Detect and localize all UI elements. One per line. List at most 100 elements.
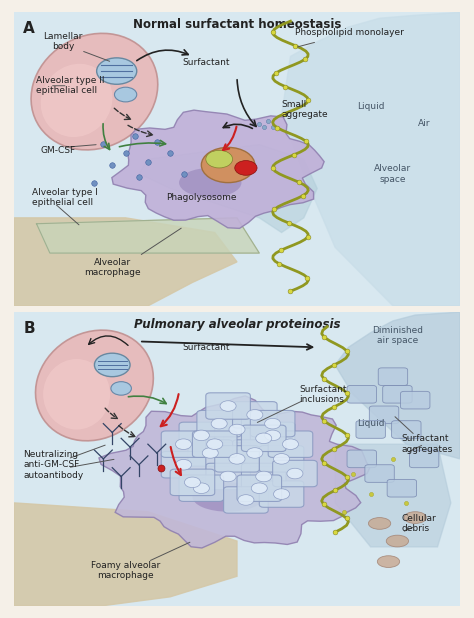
Text: Normal surfactant homeostasis: Normal surfactant homeostasis xyxy=(133,18,341,32)
Text: B: B xyxy=(23,321,35,336)
FancyBboxPatch shape xyxy=(233,440,277,466)
Circle shape xyxy=(235,161,257,176)
Circle shape xyxy=(184,477,201,488)
Text: Alveolar type I
epithelial cell: Alveolar type I epithelial cell xyxy=(32,188,98,207)
Circle shape xyxy=(111,382,131,395)
Circle shape xyxy=(206,150,233,168)
FancyBboxPatch shape xyxy=(215,446,259,472)
FancyBboxPatch shape xyxy=(347,450,376,468)
FancyBboxPatch shape xyxy=(192,431,237,457)
Text: Pulmonary alveolar proteinosis: Pulmonary alveolar proteinosis xyxy=(134,318,340,331)
Ellipse shape xyxy=(179,168,241,197)
Text: Phospholipid monolayer: Phospholipid monolayer xyxy=(295,28,404,38)
Circle shape xyxy=(211,418,227,429)
Ellipse shape xyxy=(404,512,426,523)
Circle shape xyxy=(255,433,272,444)
Circle shape xyxy=(201,148,255,183)
Polygon shape xyxy=(139,145,317,232)
Circle shape xyxy=(114,87,137,102)
Polygon shape xyxy=(112,110,324,229)
Text: Cellular
debris: Cellular debris xyxy=(402,514,437,533)
FancyBboxPatch shape xyxy=(170,469,215,496)
Polygon shape xyxy=(282,12,460,306)
Text: Diminished
air space: Diminished air space xyxy=(372,326,423,345)
FancyBboxPatch shape xyxy=(206,464,250,489)
FancyBboxPatch shape xyxy=(241,425,286,452)
Circle shape xyxy=(247,410,263,420)
Ellipse shape xyxy=(31,33,158,150)
Text: Alveolar type II
epithelial cell: Alveolar type II epithelial cell xyxy=(36,76,105,95)
FancyBboxPatch shape xyxy=(161,431,206,457)
Polygon shape xyxy=(99,396,370,548)
FancyBboxPatch shape xyxy=(206,393,250,419)
Circle shape xyxy=(255,471,272,482)
Text: A: A xyxy=(23,21,35,36)
FancyBboxPatch shape xyxy=(259,446,304,472)
Polygon shape xyxy=(335,444,451,547)
FancyBboxPatch shape xyxy=(387,480,417,497)
FancyBboxPatch shape xyxy=(356,421,385,438)
Circle shape xyxy=(273,489,290,499)
FancyBboxPatch shape xyxy=(383,386,412,403)
Circle shape xyxy=(220,400,236,412)
Circle shape xyxy=(97,58,137,84)
FancyBboxPatch shape xyxy=(369,406,399,424)
Text: Neutralizing
anti-GM-CSF
autoantibody: Neutralizing anti-GM-CSF autoantibody xyxy=(23,450,83,480)
Text: Surfactant
inclusions: Surfactant inclusions xyxy=(300,384,347,404)
FancyBboxPatch shape xyxy=(347,386,376,403)
FancyBboxPatch shape xyxy=(197,410,241,437)
FancyBboxPatch shape xyxy=(250,422,295,449)
Text: Surfactant
aggregates: Surfactant aggregates xyxy=(402,434,453,454)
FancyBboxPatch shape xyxy=(14,12,460,306)
FancyBboxPatch shape xyxy=(179,475,224,501)
Circle shape xyxy=(220,471,236,482)
Circle shape xyxy=(287,468,303,479)
Text: Liquid: Liquid xyxy=(357,102,384,111)
FancyBboxPatch shape xyxy=(250,410,295,437)
FancyBboxPatch shape xyxy=(365,465,394,482)
Circle shape xyxy=(207,439,223,449)
Ellipse shape xyxy=(386,535,409,547)
Ellipse shape xyxy=(192,482,264,512)
Circle shape xyxy=(193,430,210,441)
Circle shape xyxy=(229,454,245,464)
Circle shape xyxy=(238,494,254,506)
Text: Foamy alveolar
macrophage: Foamy alveolar macrophage xyxy=(91,561,160,580)
Ellipse shape xyxy=(41,64,112,137)
Ellipse shape xyxy=(43,359,110,430)
FancyBboxPatch shape xyxy=(233,402,277,428)
FancyBboxPatch shape xyxy=(14,312,460,606)
Text: Small
aggregate: Small aggregate xyxy=(282,99,328,119)
Circle shape xyxy=(202,447,219,459)
Circle shape xyxy=(175,459,191,470)
Text: Surfactant: Surfactant xyxy=(182,57,229,67)
Circle shape xyxy=(175,439,191,449)
Circle shape xyxy=(251,483,267,494)
Circle shape xyxy=(264,430,281,441)
Circle shape xyxy=(193,483,210,494)
Polygon shape xyxy=(14,218,237,306)
Text: Alveolar
space: Alveolar space xyxy=(374,164,411,184)
FancyBboxPatch shape xyxy=(268,431,313,457)
Polygon shape xyxy=(335,312,460,459)
Circle shape xyxy=(94,353,130,377)
FancyBboxPatch shape xyxy=(273,460,317,487)
FancyBboxPatch shape xyxy=(188,440,233,466)
Ellipse shape xyxy=(36,330,153,441)
Polygon shape xyxy=(36,218,259,253)
FancyBboxPatch shape xyxy=(378,368,408,386)
FancyBboxPatch shape xyxy=(161,452,206,478)
Text: Surfactant: Surfactant xyxy=(182,343,229,352)
Text: Alveolar
macrophage: Alveolar macrophage xyxy=(84,258,141,277)
Text: GM-CSF: GM-CSF xyxy=(41,146,76,155)
Circle shape xyxy=(229,424,245,435)
Text: Lamellar
body: Lamellar body xyxy=(44,32,83,51)
Circle shape xyxy=(273,454,290,464)
Circle shape xyxy=(283,439,299,449)
Ellipse shape xyxy=(377,556,400,567)
FancyBboxPatch shape xyxy=(237,475,282,501)
Circle shape xyxy=(247,447,263,459)
FancyBboxPatch shape xyxy=(215,417,259,442)
FancyBboxPatch shape xyxy=(410,450,439,468)
Text: Air: Air xyxy=(418,119,430,129)
